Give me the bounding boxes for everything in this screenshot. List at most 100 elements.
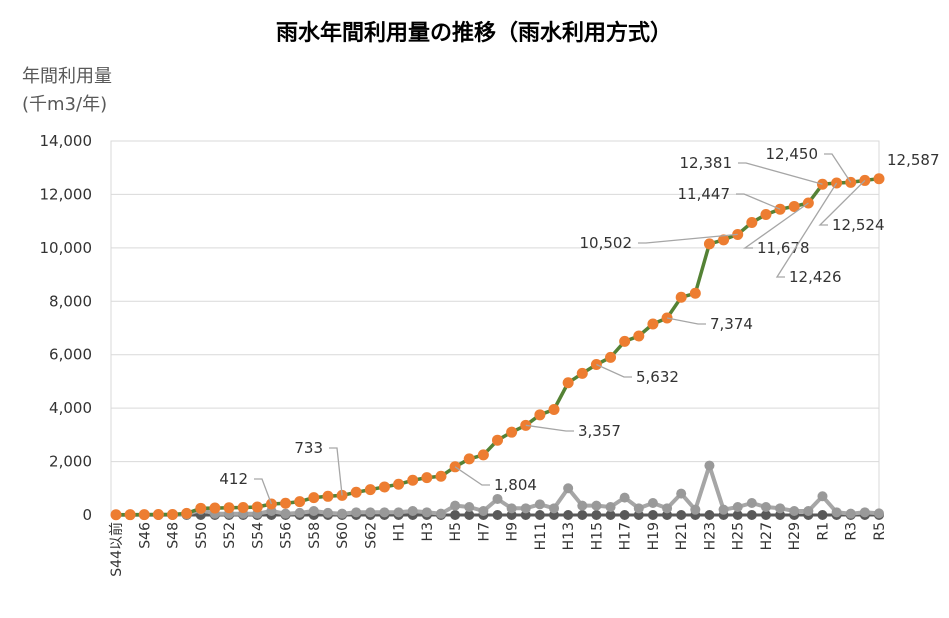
- data-point-base: [534, 510, 545, 520]
- data-point-total: [605, 351, 617, 363]
- data-point-base: [760, 510, 771, 520]
- data-point-total: [350, 486, 362, 498]
- data-point-base: [464, 510, 475, 520]
- data-point-total: [633, 330, 645, 342]
- data-point-base: [591, 510, 602, 520]
- data-point-total: [760, 208, 772, 220]
- data-point-annual: [492, 493, 503, 504]
- data-point-total: [463, 453, 475, 465]
- data-point-total: [477, 449, 489, 461]
- data-point-base: [676, 510, 687, 520]
- data-label-leader: [454, 466, 490, 486]
- data-label: 12,524: [832, 216, 885, 234]
- data-point-total: [124, 509, 136, 521]
- x-tick-label: R1: [815, 522, 831, 541]
- data-point-annual: [435, 508, 446, 519]
- data-point-total: [718, 234, 730, 246]
- data-label: 5,632: [636, 368, 679, 386]
- data-point-total: [138, 509, 150, 521]
- data-point-annual: [633, 503, 644, 514]
- data-point-total: [407, 474, 419, 486]
- x-tick-labels: S44以前 S46 S48 S50 S52 S54 S56 S58 S60 S62 H1 H3 H5 H7…: [108, 522, 888, 577]
- data-point-total: [251, 501, 263, 513]
- x-tick-label: H1: [392, 522, 408, 541]
- data-point-total: [661, 312, 673, 324]
- data-point-total: [167, 508, 179, 520]
- data-label-leader: [742, 202, 809, 249]
- y-tick-label: 10,000: [40, 239, 93, 257]
- data-point-base: [746, 510, 757, 520]
- x-tick-label: R5: [872, 522, 888, 541]
- x-tick-label: H5: [448, 522, 464, 541]
- data-label: 10,502: [580, 234, 633, 252]
- data-label: 1,804: [494, 476, 537, 494]
- x-tick-label: H29: [787, 522, 803, 550]
- data-label: 3,357: [578, 422, 621, 440]
- data-point-base: [605, 510, 616, 520]
- data-label: 12,426: [789, 268, 842, 286]
- x-tick-label: H21: [674, 522, 690, 550]
- data-label-leader: [775, 182, 838, 278]
- x-tick-label: H13: [561, 522, 577, 550]
- data-point-annual: [478, 505, 489, 516]
- data-point-base: [563, 510, 574, 520]
- y-tick-label: 14,000: [40, 132, 93, 150]
- x-tick-label: S60: [335, 522, 351, 549]
- data-point-base: [704, 510, 715, 520]
- data-point-total: [845, 176, 857, 188]
- data-point-total: [492, 434, 503, 446]
- data-point-annual: [577, 500, 588, 511]
- y-tick-label: 0: [82, 506, 92, 524]
- x-tick-label: H19: [646, 522, 662, 550]
- x-tick-label: H11: [533, 522, 549, 550]
- data-point-total: [562, 377, 574, 389]
- x-tick-label: H25: [731, 522, 747, 550]
- data-point-base: [619, 510, 630, 520]
- data-point-annual: [874, 508, 884, 519]
- data-point-total: [209, 502, 221, 514]
- data-point-annual: [280, 508, 291, 519]
- data-label-leader: [818, 179, 866, 226]
- x-tick-label: S50: [194, 522, 210, 549]
- data-point-annual: [534, 499, 545, 510]
- data-point-annual: [859, 507, 870, 518]
- data-point-annual: [690, 504, 701, 515]
- data-point-annual: [308, 505, 319, 516]
- x-tick-label: S48: [166, 522, 182, 549]
- data-point-total: [223, 502, 235, 514]
- data-point-total: [788, 200, 800, 212]
- y-tick-label: 2,000: [49, 453, 92, 471]
- data-point-annual: [662, 503, 673, 514]
- y-tick-label: 4,000: [49, 399, 92, 417]
- data-label: 12,450: [766, 145, 819, 163]
- data-point-annual: [803, 505, 814, 516]
- data-point-total: [703, 238, 715, 250]
- chart-title: 雨水年間利用量の推移（雨水利用方式）: [276, 20, 672, 46]
- data-point-total: [520, 419, 532, 431]
- data-point-annual: [605, 501, 616, 512]
- data-label-leader: [736, 193, 781, 210]
- x-tick-label: H9: [505, 522, 521, 541]
- data-point-annual: [845, 508, 856, 519]
- data-point-annual: [591, 500, 602, 511]
- data-point-total: [576, 367, 588, 379]
- x-tick-label: S44以前: [108, 522, 125, 577]
- data-point-base: [732, 510, 743, 520]
- data-label-leader: [596, 363, 632, 378]
- data-label-leader: [824, 153, 852, 183]
- y-tick-label: 8,000: [49, 292, 92, 310]
- data-point-annual: [294, 507, 305, 518]
- data-point-annual: [393, 507, 404, 518]
- data-label: 11,447: [678, 185, 731, 203]
- data-point-annual: [831, 507, 842, 518]
- data-point-base: [450, 510, 461, 520]
- data-point-annual: [746, 497, 757, 508]
- data-point-total: [393, 478, 405, 490]
- data-point-annual: [520, 503, 531, 514]
- x-tick-label: S54: [250, 522, 266, 549]
- data-point-annual: [619, 492, 630, 503]
- x-tick-label: S46: [137, 522, 153, 549]
- data-point-total: [322, 490, 334, 502]
